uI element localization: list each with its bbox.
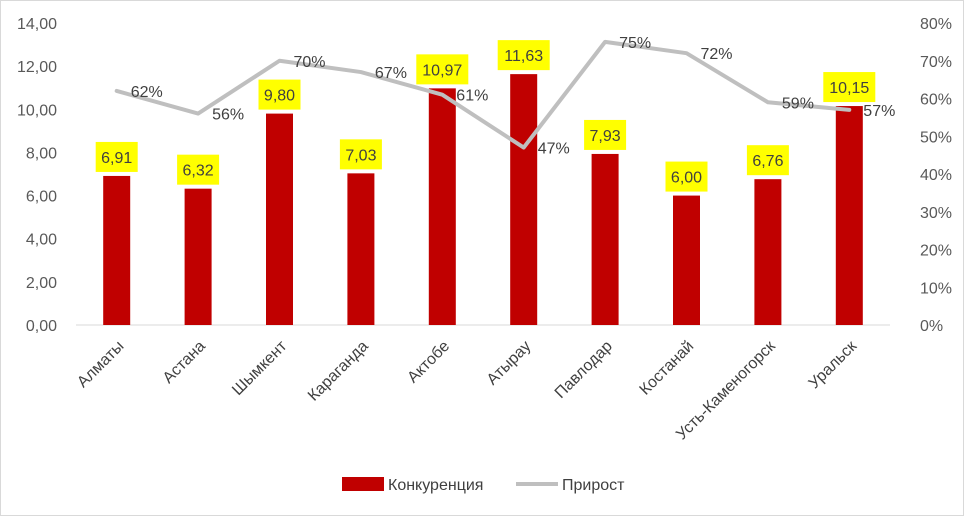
bar-label-highlight (746, 145, 789, 176)
growth-point-label: 47% (538, 141, 570, 158)
y-right-tick-label: 70% (920, 54, 952, 71)
bar-value-label: 9,80 (264, 88, 295, 105)
y-left-tick-label: 4,00 (26, 232, 57, 249)
bar-value-label: 6,91 (101, 150, 132, 167)
bar-label-highlight (823, 72, 876, 103)
bar-7 (591, 153, 619, 325)
x-category-label: Костанай (637, 338, 698, 399)
bar-2 (184, 188, 212, 325)
y-right-tick-label: 0% (920, 318, 943, 335)
y-right-tick-label: 30% (920, 205, 952, 222)
x-category-label: Атырау (484, 338, 535, 389)
x-category-label: Уральск (806, 337, 861, 392)
y-right-tick-label: 60% (920, 92, 952, 109)
x-category-label: Шымкент (229, 337, 291, 399)
y-left-tick-label: 6,00 (26, 189, 57, 206)
x-category-label: Астана (160, 338, 209, 387)
bar-label-highlight (95, 141, 138, 172)
bar-label-highlight (584, 119, 627, 150)
y-right-tick-label: 10% (920, 280, 952, 297)
growth-point-label: 59% (782, 95, 814, 112)
bar-label-highlight (177, 154, 220, 185)
growth-line (114, 39, 852, 150)
y-right-tick-label: 40% (920, 167, 952, 184)
growth-point-label: 62% (131, 84, 163, 101)
x-category-label: Караганда (305, 338, 372, 405)
y-left-tick-label: 0,00 (26, 318, 57, 335)
bar-value-label: 7,03 (345, 147, 376, 164)
y-left-tick-label: 2,00 (26, 275, 57, 292)
bar-value-label: 11,63 (504, 48, 543, 65)
x-category-label: Павлодар (552, 338, 616, 402)
bar-9 (754, 179, 782, 325)
growth-point-label: 70% (294, 54, 326, 71)
bar-value-label: 10,97 (422, 62, 462, 79)
bar-5 (428, 88, 456, 326)
growth-point-label: 75% (619, 35, 651, 52)
y-left-tick-label: 14,00 (17, 16, 57, 33)
bar-value-label: 7,93 (590, 128, 621, 145)
bar-value-label: 6,32 (183, 163, 214, 180)
y-left-tick-label: 10,00 (17, 102, 57, 119)
x-category-label: Актобе (404, 338, 453, 387)
y-right-tick-label: 80% (920, 16, 952, 33)
legend-label-line: Прирост (562, 477, 625, 494)
bar-value-label: 10,15 (829, 80, 869, 97)
x-category-label: Алматы (74, 338, 127, 391)
y-right-tick-label: 50% (920, 129, 952, 146)
legend-label-bars: Конкуренция (388, 477, 483, 494)
bar-3 (266, 113, 293, 325)
y-right-tick-label: 20% (920, 243, 952, 260)
y-left-tick-label: 8,00 (26, 145, 57, 162)
bar-4 (347, 173, 375, 325)
bar-value-label: 6,76 (752, 153, 783, 170)
bar-10 (835, 106, 863, 325)
bar-8 (673, 195, 700, 325)
y-left-tick-label: 12,00 (17, 59, 57, 76)
growth-point-label: 56% (212, 107, 244, 124)
growth-point-label: 61% (456, 88, 488, 105)
bar-label-highlight (497, 40, 550, 71)
bar-label-highlight (258, 79, 301, 110)
growth-point-label: 67% (375, 65, 407, 82)
growth-point-label: 72% (701, 46, 733, 63)
legend-swatch-bars (342, 477, 384, 491)
bar-6 (510, 74, 538, 325)
bar-label-highlight (665, 161, 708, 192)
bar-label-highlight (416, 54, 469, 85)
bar-label-highlight (339, 139, 382, 170)
bar-value-label: 6,00 (671, 170, 702, 187)
bar-1 (103, 175, 131, 325)
growth-point-label: 57% (863, 103, 895, 120)
